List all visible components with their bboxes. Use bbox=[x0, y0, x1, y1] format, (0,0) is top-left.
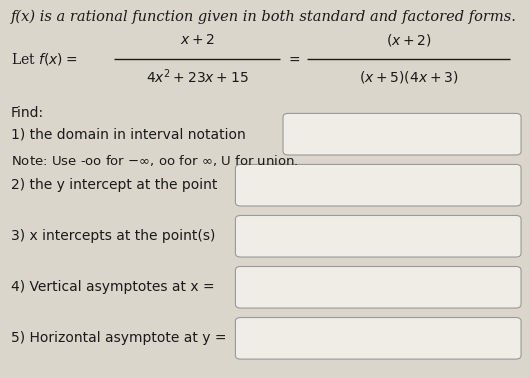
FancyBboxPatch shape bbox=[235, 215, 521, 257]
Text: $x + 2$: $x + 2$ bbox=[179, 33, 215, 48]
Text: 5) Horizontal asymptote at y =: 5) Horizontal asymptote at y = bbox=[11, 331, 226, 345]
Text: f(x) is a rational function given in both standard and factored forms.: f(x) is a rational function given in bot… bbox=[11, 9, 516, 24]
FancyBboxPatch shape bbox=[235, 318, 521, 359]
Text: $(x + 2)$: $(x + 2)$ bbox=[386, 33, 432, 48]
Text: Find:: Find: bbox=[11, 106, 44, 120]
Text: $(x + 5)(4x + 3)$: $(x + 5)(4x + 3)$ bbox=[359, 69, 458, 85]
Text: 3) x intercepts at the point(s): 3) x intercepts at the point(s) bbox=[11, 229, 215, 243]
Text: $=$: $=$ bbox=[286, 51, 301, 66]
Text: Let $f(x) =$: Let $f(x) =$ bbox=[11, 51, 77, 67]
Text: 1) the domain in interval notation: 1) the domain in interval notation bbox=[11, 127, 245, 141]
FancyBboxPatch shape bbox=[235, 266, 521, 308]
Text: Note: Use -oo for $-\infty$, oo for $\infty$, U for union.: Note: Use -oo for $-\infty$, oo for $\in… bbox=[11, 153, 298, 168]
Text: $4x^2 + 23x + 15$: $4x^2 + 23x + 15$ bbox=[146, 67, 248, 86]
FancyBboxPatch shape bbox=[283, 113, 521, 155]
FancyBboxPatch shape bbox=[235, 164, 521, 206]
Text: 4) Vertical asymptotes at x =: 4) Vertical asymptotes at x = bbox=[11, 280, 214, 294]
Text: 2) the y intercept at the point: 2) the y intercept at the point bbox=[11, 178, 217, 192]
